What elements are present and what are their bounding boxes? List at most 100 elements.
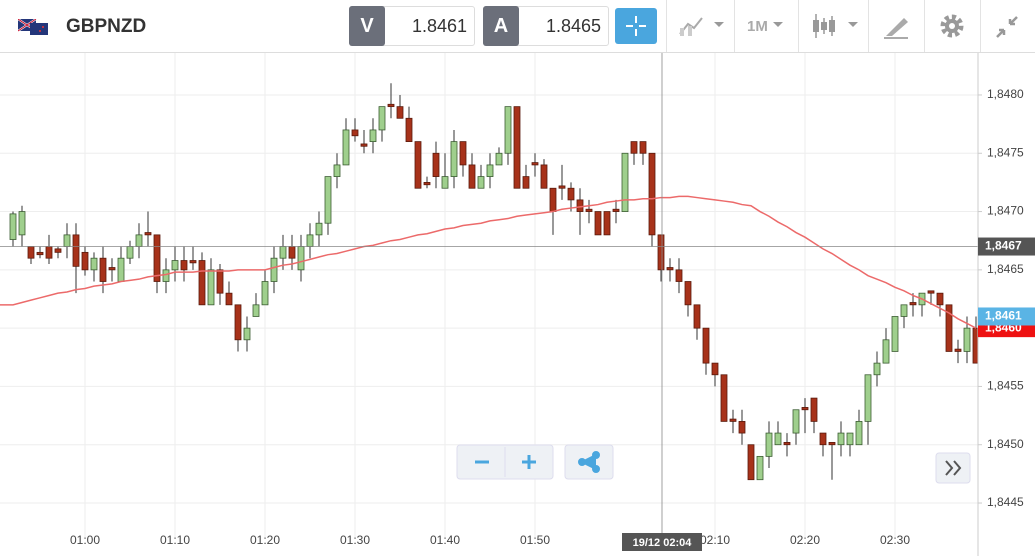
y-tick-label: 1,8480 [987, 87, 1024, 101]
candle-body [333, 164, 341, 177]
candle-body [837, 432, 845, 446]
candle-button[interactable] [810, 12, 862, 40]
candle-body [135, 234, 143, 247]
crosshair-time-tag [622, 533, 702, 551]
candle-body [252, 304, 260, 317]
candle-body [513, 106, 521, 189]
candle-body [414, 141, 422, 189]
candle-body [108, 267, 116, 271]
candle-body [846, 432, 854, 446]
candle-body [504, 106, 512, 154]
candle-body [144, 232, 152, 236]
candle-body [234, 304, 242, 341]
x-tick-label: 01:10 [160, 533, 190, 547]
candle-body [828, 441, 836, 446]
flag-icon [18, 19, 48, 35]
candle-body [630, 141, 638, 154]
candle-body [207, 269, 215, 306]
candle-body [792, 409, 800, 434]
candle-body [72, 234, 80, 267]
symbol: GBPNZD [66, 16, 147, 37]
candle-body [810, 397, 818, 422]
candle-body [9, 213, 17, 240]
y-tick-label: 1,8465 [987, 262, 1024, 276]
candle-body [243, 327, 251, 341]
crosshair-button[interactable] [615, 8, 657, 44]
candle-body [531, 162, 539, 166]
candle-body [576, 199, 584, 212]
candle-body [18, 211, 26, 236]
candle-body [855, 421, 863, 446]
candle-body [540, 164, 548, 189]
candle-body [702, 327, 710, 364]
x-tick-label: 02:10 [700, 533, 730, 547]
candle-body [774, 432, 782, 446]
candle-body [558, 185, 566, 189]
chart-type-button[interactable] [676, 14, 728, 38]
x-tick-label: 01:50 [520, 533, 550, 547]
candle-body [90, 257, 98, 271]
crosshair-price: 1,8467 [985, 239, 1022, 253]
zoom-controls [456, 444, 971, 484]
zoom-in-button[interactable] [522, 455, 536, 469]
candle-body [279, 246, 287, 259]
candle-body [342, 129, 350, 166]
candle-body [909, 302, 917, 306]
moving-average [0, 195, 977, 329]
candle-body [801, 407, 809, 411]
candle-body [666, 267, 674, 271]
crosshair-icon [626, 16, 646, 36]
candle-body [297, 246, 305, 271]
candle-body [477, 176, 485, 189]
collapse-button[interactable] [994, 14, 1020, 40]
candle-body [639, 141, 647, 154]
y-tick-label: 1,8470 [987, 204, 1024, 218]
chart: 1,84451,84501,84551,84601,84651,84701,84… [0, 53, 1035, 556]
candle-body [747, 444, 755, 481]
candle-body [648, 152, 656, 236]
ask-price: 1.8465 [546, 16, 602, 36]
candle-body [612, 208, 620, 212]
candle-body [819, 432, 827, 446]
candle-body [153, 234, 161, 282]
candle-body [441, 176, 449, 189]
draw-button[interactable] [882, 12, 910, 40]
candle-body [585, 208, 593, 212]
candle-body [495, 152, 503, 166]
candle-body [324, 176, 332, 224]
candle-body [369, 129, 377, 143]
candle-body [882, 339, 890, 364]
candle-body [351, 129, 359, 137]
candle-body [891, 316, 899, 352]
price-tag-label: 1,8461 [985, 309, 1022, 323]
candle-body [900, 304, 908, 317]
candle-body [162, 269, 170, 282]
candle-body [873, 362, 881, 376]
candle-body [675, 269, 683, 282]
candle-body [270, 257, 278, 282]
settings-button[interactable] [938, 12, 966, 40]
candle-body [36, 251, 44, 256]
candle-body [387, 103, 395, 108]
price-tag [978, 307, 1035, 326]
candle-body [27, 246, 35, 259]
candle-body [288, 246, 296, 259]
candle-body [99, 257, 107, 282]
candle-body [486, 164, 494, 177]
candle-body [657, 234, 665, 271]
y-tick-label: 1,8450 [987, 437, 1024, 451]
candle-body [594, 211, 602, 236]
candle-body [198, 260, 206, 306]
candle-body [261, 281, 269, 306]
timeframe[interactable]: 1M [747, 18, 768, 35]
x-tick-label: 01:40 [430, 533, 460, 547]
x-tick-label: 02:30 [880, 533, 910, 547]
candle-body [459, 141, 467, 166]
candle-body [468, 164, 476, 189]
candle-body [621, 152, 629, 212]
candle-body [225, 292, 233, 306]
candle-body [54, 248, 62, 253]
candle-body [63, 234, 71, 247]
candle-body [423, 182, 431, 186]
